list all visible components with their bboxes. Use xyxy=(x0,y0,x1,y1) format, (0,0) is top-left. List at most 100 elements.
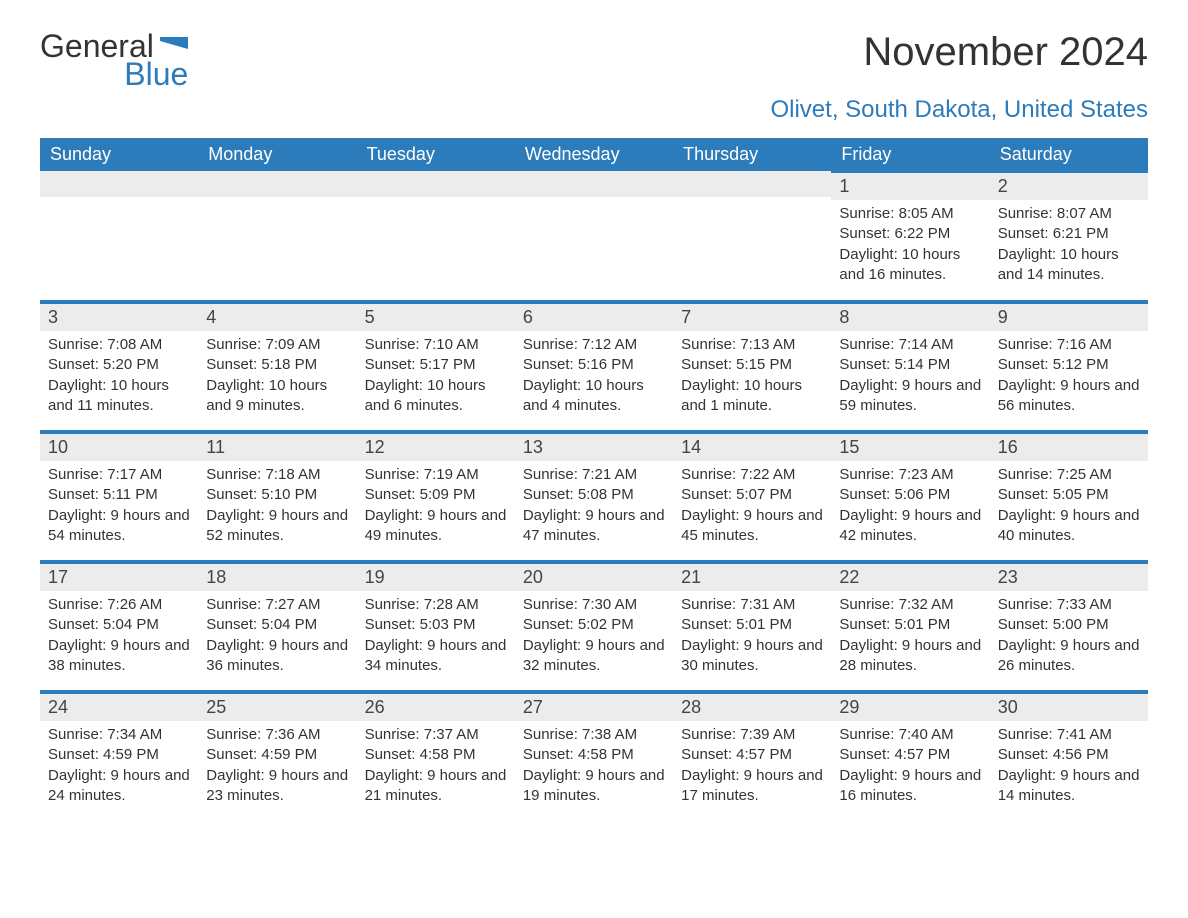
sunset-line: Sunset: 5:14 PM xyxy=(839,355,981,375)
sunset-line: Sunset: 5:05 PM xyxy=(998,485,1140,505)
daylight-line: Daylight: 10 hours and 6 minutes. xyxy=(365,376,507,417)
calendar-day-cell: 18Sunrise: 7:27 AMSunset: 5:04 PMDayligh… xyxy=(198,561,356,691)
day-content: Sunrise: 7:25 AMSunset: 5:05 PMDaylight:… xyxy=(990,461,1148,554)
sunset-line: Sunset: 4:59 PM xyxy=(206,745,348,765)
daylight-line: Daylight: 9 hours and 21 minutes. xyxy=(365,766,507,807)
sunrise-line: Sunrise: 7:33 AM xyxy=(998,595,1140,615)
daylight-line: Daylight: 9 hours and 56 minutes. xyxy=(998,376,1140,417)
day-content: Sunrise: 7:38 AMSunset: 4:58 PMDaylight:… xyxy=(515,721,673,814)
sunrise-line: Sunrise: 7:13 AM xyxy=(681,335,823,355)
day-number: 25 xyxy=(198,692,356,721)
day-content: Sunrise: 7:08 AMSunset: 5:20 PMDaylight:… xyxy=(40,331,198,424)
day-number: 24 xyxy=(40,692,198,721)
sunrise-line: Sunrise: 7:25 AM xyxy=(998,465,1140,485)
sunset-line: Sunset: 5:18 PM xyxy=(206,355,348,375)
column-header: Tuesday xyxy=(357,138,515,171)
calendar-day-cell: 27Sunrise: 7:38 AMSunset: 4:58 PMDayligh… xyxy=(515,691,673,821)
sunrise-line: Sunrise: 7:41 AM xyxy=(998,725,1140,745)
daylight-line: Daylight: 10 hours and 11 minutes. xyxy=(48,376,190,417)
daylight-line: Daylight: 9 hours and 26 minutes. xyxy=(998,636,1140,677)
day-content: Sunrise: 7:18 AMSunset: 5:10 PMDaylight:… xyxy=(198,461,356,554)
day-number: 21 xyxy=(673,562,831,591)
daylight-line: Daylight: 9 hours and 17 minutes. xyxy=(681,766,823,807)
calendar-day-cell: 5Sunrise: 7:10 AMSunset: 5:17 PMDaylight… xyxy=(357,301,515,431)
sunrise-line: Sunrise: 7:32 AM xyxy=(839,595,981,615)
day-number: 18 xyxy=(198,562,356,591)
daylight-line: Daylight: 9 hours and 47 minutes. xyxy=(523,506,665,547)
daylight-line: Daylight: 9 hours and 19 minutes. xyxy=(523,766,665,807)
sunrise-line: Sunrise: 7:30 AM xyxy=(523,595,665,615)
day-number: 19 xyxy=(357,562,515,591)
sunset-line: Sunset: 5:15 PM xyxy=(681,355,823,375)
calendar-day-cell: 7Sunrise: 7:13 AMSunset: 5:15 PMDaylight… xyxy=(673,301,831,431)
calendar-day-cell: 1Sunrise: 8:05 AMSunset: 6:22 PMDaylight… xyxy=(831,171,989,301)
day-number: 20 xyxy=(515,562,673,591)
sunset-line: Sunset: 5:01 PM xyxy=(681,615,823,635)
calendar-day-cell: 6Sunrise: 7:12 AMSunset: 5:16 PMDaylight… xyxy=(515,301,673,431)
calendar-day-cell xyxy=(357,171,515,301)
daylight-line: Daylight: 10 hours and 1 minute. xyxy=(681,376,823,417)
sunset-line: Sunset: 5:16 PM xyxy=(523,355,665,375)
location-subtitle: Olivet, South Dakota, United States xyxy=(40,96,1148,124)
daylight-line: Daylight: 9 hours and 42 minutes. xyxy=(839,506,981,547)
calendar-day-cell: 22Sunrise: 7:32 AMSunset: 5:01 PMDayligh… xyxy=(831,561,989,691)
calendar-day-cell: 28Sunrise: 7:39 AMSunset: 4:57 PMDayligh… xyxy=(673,691,831,821)
sunrise-line: Sunrise: 8:05 AM xyxy=(839,204,981,224)
sunset-line: Sunset: 5:06 PM xyxy=(839,485,981,505)
empty-day-strip xyxy=(515,171,673,197)
calendar-week-row: 1Sunrise: 8:05 AMSunset: 6:22 PMDaylight… xyxy=(40,171,1148,301)
calendar-day-cell: 25Sunrise: 7:36 AMSunset: 4:59 PMDayligh… xyxy=(198,691,356,821)
daylight-line: Daylight: 9 hours and 52 minutes. xyxy=(206,506,348,547)
empty-day-strip xyxy=(198,171,356,197)
sunrise-line: Sunrise: 7:08 AM xyxy=(48,335,190,355)
column-header: Thursday xyxy=(673,138,831,171)
daylight-line: Daylight: 9 hours and 28 minutes. xyxy=(839,636,981,677)
daylight-line: Daylight: 9 hours and 45 minutes. xyxy=(681,506,823,547)
day-content: Sunrise: 7:23 AMSunset: 5:06 PMDaylight:… xyxy=(831,461,989,554)
day-number: 11 xyxy=(198,432,356,461)
calendar-day-cell: 9Sunrise: 7:16 AMSunset: 5:12 PMDaylight… xyxy=(990,301,1148,431)
page-title: November 2024 xyxy=(863,30,1148,75)
calendar-day-cell: 17Sunrise: 7:26 AMSunset: 5:04 PMDayligh… xyxy=(40,561,198,691)
sunrise-line: Sunrise: 7:17 AM xyxy=(48,465,190,485)
day-content: Sunrise: 7:17 AMSunset: 5:11 PMDaylight:… xyxy=(40,461,198,554)
daylight-line: Daylight: 9 hours and 30 minutes. xyxy=(681,636,823,677)
calendar-day-cell: 8Sunrise: 7:14 AMSunset: 5:14 PMDaylight… xyxy=(831,301,989,431)
sunrise-line: Sunrise: 7:22 AM xyxy=(681,465,823,485)
day-content: Sunrise: 7:30 AMSunset: 5:02 PMDaylight:… xyxy=(515,591,673,684)
sunset-line: Sunset: 4:57 PM xyxy=(681,745,823,765)
calendar-day-cell xyxy=(515,171,673,301)
sunrise-line: Sunrise: 8:07 AM xyxy=(998,204,1140,224)
day-content: Sunrise: 7:19 AMSunset: 5:09 PMDaylight:… xyxy=(357,461,515,554)
day-number: 10 xyxy=(40,432,198,461)
day-number: 2 xyxy=(990,171,1148,200)
day-content: Sunrise: 7:39 AMSunset: 4:57 PMDaylight:… xyxy=(673,721,831,814)
calendar-week-row: 10Sunrise: 7:17 AMSunset: 5:11 PMDayligh… xyxy=(40,431,1148,561)
sunrise-line: Sunrise: 7:37 AM xyxy=(365,725,507,745)
calendar-day-cell xyxy=(673,171,831,301)
sunset-line: Sunset: 5:08 PM xyxy=(523,485,665,505)
sunset-line: Sunset: 5:09 PM xyxy=(365,485,507,505)
day-content: Sunrise: 7:13 AMSunset: 5:15 PMDaylight:… xyxy=(673,331,831,424)
sunrise-line: Sunrise: 7:14 AM xyxy=(839,335,981,355)
daylight-line: Daylight: 9 hours and 32 minutes. xyxy=(523,636,665,677)
day-content: Sunrise: 7:32 AMSunset: 5:01 PMDaylight:… xyxy=(831,591,989,684)
daylight-line: Daylight: 9 hours and 14 minutes. xyxy=(998,766,1140,807)
sunrise-line: Sunrise: 7:21 AM xyxy=(523,465,665,485)
day-content: Sunrise: 7:41 AMSunset: 4:56 PMDaylight:… xyxy=(990,721,1148,814)
calendar-day-cell: 24Sunrise: 7:34 AMSunset: 4:59 PMDayligh… xyxy=(40,691,198,821)
day-content: Sunrise: 7:21 AMSunset: 5:08 PMDaylight:… xyxy=(515,461,673,554)
sunrise-line: Sunrise: 7:19 AM xyxy=(365,465,507,485)
column-header: Sunday xyxy=(40,138,198,171)
sunset-line: Sunset: 4:58 PM xyxy=(365,745,507,765)
day-content: Sunrise: 7:28 AMSunset: 5:03 PMDaylight:… xyxy=(357,591,515,684)
calendar-day-cell: 12Sunrise: 7:19 AMSunset: 5:09 PMDayligh… xyxy=(357,431,515,561)
empty-day-strip xyxy=(40,171,198,197)
calendar-day-cell: 4Sunrise: 7:09 AMSunset: 5:18 PMDaylight… xyxy=(198,301,356,431)
sunrise-line: Sunrise: 7:27 AM xyxy=(206,595,348,615)
day-number: 5 xyxy=(357,302,515,331)
day-number: 13 xyxy=(515,432,673,461)
day-number: 9 xyxy=(990,302,1148,331)
day-content: Sunrise: 7:34 AMSunset: 4:59 PMDaylight:… xyxy=(40,721,198,814)
column-header: Monday xyxy=(198,138,356,171)
